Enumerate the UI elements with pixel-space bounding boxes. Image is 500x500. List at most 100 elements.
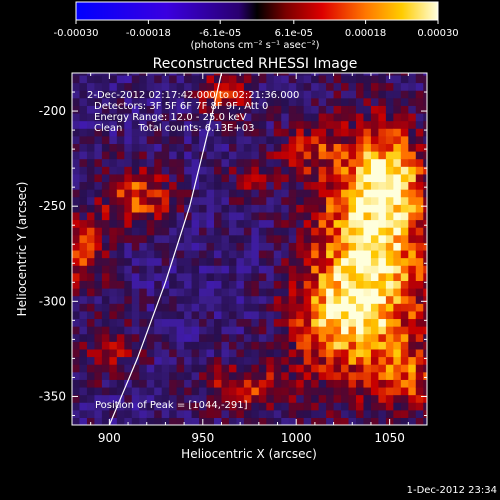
heatmap-cell xyxy=(251,417,260,425)
heatmap-cell xyxy=(408,166,417,175)
heatmap-cell xyxy=(72,394,81,403)
heatmap-cell xyxy=(228,227,238,236)
heatmap-cell xyxy=(385,356,394,365)
heatmap-cell xyxy=(393,417,402,425)
heatmap-cell xyxy=(296,242,305,251)
heatmap-cell xyxy=(303,242,312,251)
heatmap-cell xyxy=(86,166,96,175)
heatmap-cell xyxy=(258,249,267,259)
heatmap-cell xyxy=(191,227,200,236)
heatmap-cell xyxy=(176,143,185,152)
heatmap-cell xyxy=(341,73,350,76)
heatmap-cell xyxy=(423,196,427,205)
heatmap-cell xyxy=(161,242,170,251)
heatmap-cell xyxy=(131,417,140,425)
heatmap-cell xyxy=(109,143,118,152)
heatmap-cell xyxy=(116,409,125,418)
heatmap-cell xyxy=(101,242,110,251)
heatmap-cell xyxy=(94,211,103,221)
heatmap-cell xyxy=(311,227,320,236)
heatmap-cell xyxy=(214,409,223,418)
heatmap-cell xyxy=(385,143,394,152)
heatmap-cell xyxy=(124,120,133,129)
heatmap-cell xyxy=(333,166,342,175)
heatmap-cell xyxy=(131,234,140,243)
heatmap-cell xyxy=(116,288,125,297)
heatmap-cell xyxy=(326,181,335,190)
heatmap-cell xyxy=(184,120,193,129)
heatmap-cell xyxy=(228,73,238,76)
heatmap-cell xyxy=(139,341,148,350)
heatmap-cell xyxy=(415,272,424,281)
heatmap-cell xyxy=(415,249,424,259)
heatmap-cell xyxy=(348,249,357,259)
heatmap-cell xyxy=(363,394,372,403)
heatmap-cell xyxy=(94,242,103,251)
heatmap-cell xyxy=(251,356,260,365)
heatmap-cell xyxy=(79,326,88,335)
heatmap-cell xyxy=(94,341,103,350)
heatmap-cell xyxy=(296,97,305,106)
heatmap-cell xyxy=(221,257,230,266)
heatmap-cell xyxy=(79,318,88,327)
heatmap-cell xyxy=(199,326,208,335)
heatmap-cell xyxy=(281,234,290,243)
heatmap-cell xyxy=(131,97,140,106)
heatmap-cell xyxy=(214,135,223,144)
heatmap-cell xyxy=(109,90,118,99)
heatmap-cell xyxy=(221,265,230,274)
heatmap-cell xyxy=(370,151,380,160)
heatmap-cell xyxy=(258,242,267,251)
heatmap-cell xyxy=(318,341,327,350)
heatmap-cell xyxy=(326,97,335,106)
heatmap-cell xyxy=(109,326,118,335)
heatmap-cell xyxy=(109,295,118,304)
heatmap-cell xyxy=(72,120,81,129)
heatmap-cell xyxy=(109,348,118,358)
heatmap-cell xyxy=(243,333,252,342)
heatmap-cell xyxy=(146,310,155,320)
heatmap-cell xyxy=(94,402,103,411)
heatmap-cell xyxy=(94,97,103,106)
heatmap-cell xyxy=(393,120,402,129)
heatmap-cell xyxy=(94,204,103,213)
heatmap-cell xyxy=(333,227,342,236)
heatmap-cell xyxy=(258,295,267,304)
heatmap-cell xyxy=(385,234,394,243)
heatmap-cell xyxy=(79,120,88,129)
heatmap-cell xyxy=(423,371,427,380)
heatmap-cell xyxy=(333,135,342,144)
heatmap-cell xyxy=(318,364,327,373)
heatmap-cell xyxy=(139,295,148,304)
heatmap-cell xyxy=(124,234,133,243)
heatmap-cell xyxy=(408,318,417,327)
heatmap-cell xyxy=(258,90,267,99)
heatmap-cell xyxy=(94,394,103,403)
heatmap-cell xyxy=(326,158,335,167)
heatmap-cell xyxy=(131,173,140,183)
heatmap-cell xyxy=(131,166,140,175)
heatmap-cell xyxy=(258,227,267,236)
heatmap-cell xyxy=(423,280,427,289)
heatmap-cell xyxy=(94,326,103,335)
heatmap-cell xyxy=(400,128,409,137)
heatmap-cell xyxy=(199,173,208,183)
heatmap-cell xyxy=(370,143,380,152)
heatmap-cell xyxy=(363,196,372,205)
heatmap-cell xyxy=(94,166,103,175)
heatmap-cell xyxy=(169,112,178,122)
heatmap-cell xyxy=(169,234,178,243)
heatmap-cell xyxy=(139,143,148,152)
heatmap-cell xyxy=(408,280,417,289)
heatmap-cell xyxy=(363,348,372,358)
heatmap-cell xyxy=(370,310,380,320)
heatmap-cell xyxy=(243,73,252,76)
heatmap-cell xyxy=(146,394,155,403)
heatmap-cell xyxy=(288,143,297,152)
heatmap-cell xyxy=(378,333,387,342)
heatmap-cell xyxy=(341,295,350,304)
heatmap-cell xyxy=(72,318,81,327)
heatmap-cell xyxy=(101,120,110,129)
heatmap-cell xyxy=(273,326,282,335)
heatmap-cell xyxy=(101,143,110,152)
